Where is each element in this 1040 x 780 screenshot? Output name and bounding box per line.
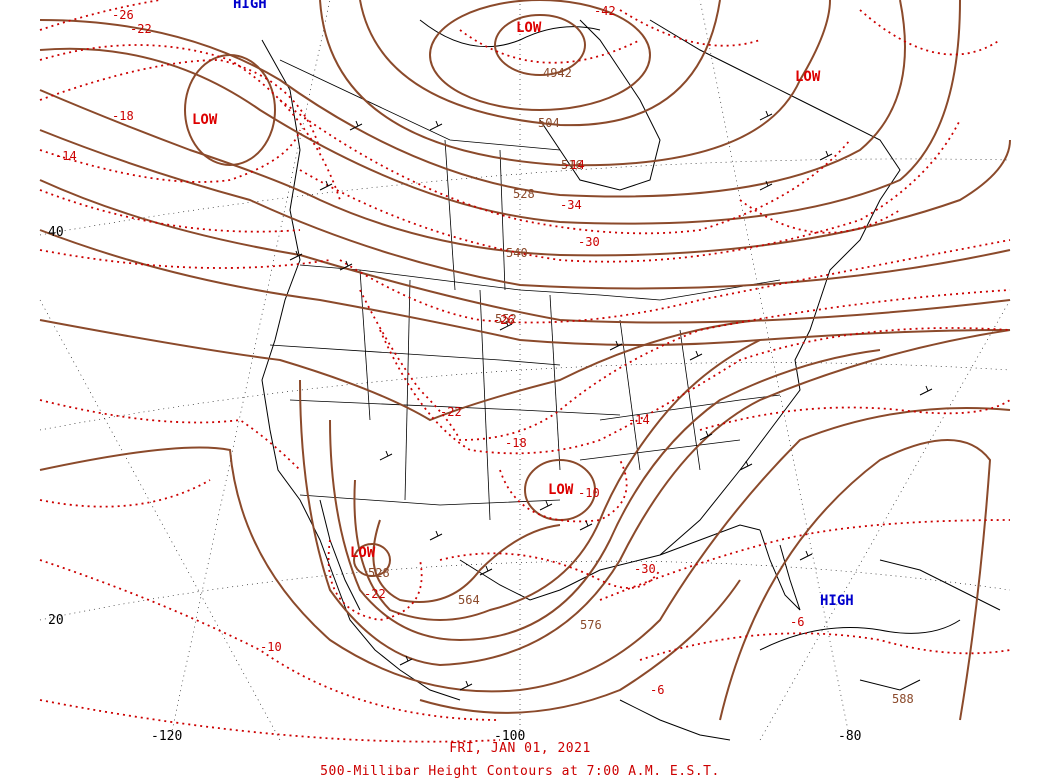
coastlines <box>261 19 1001 741</box>
temperature-label: -18 <box>505 436 527 450</box>
temperature-label: -6 <box>650 683 664 697</box>
temperature-label: -22 <box>130 22 152 36</box>
temperature-label: -18 <box>112 109 134 123</box>
temperature-label: -26 <box>112 8 134 22</box>
low-label: LOW <box>516 20 542 36</box>
temperature-label: -10 <box>578 486 600 500</box>
height-contours <box>39 0 1011 721</box>
temperature-label: -10 <box>260 640 282 654</box>
low-label: LOW <box>548 482 574 498</box>
height-label: 540 <box>506 246 528 260</box>
height-label: 576 <box>580 618 602 632</box>
map-date: FRI, JAN 01, 2021 <box>449 741 591 756</box>
longitude-label: -100 <box>494 729 525 744</box>
low-label: LOW <box>192 112 218 128</box>
temperature-label: -14 <box>55 149 77 163</box>
temperature-label: -22 <box>440 405 462 419</box>
wind-barbs <box>289 110 933 691</box>
height-label: 516 <box>561 158 583 172</box>
height-label: 552 <box>495 312 517 326</box>
temperature-label: -14 <box>628 413 650 427</box>
latitude-label: 20 <box>48 613 64 628</box>
longitude-label: -120 <box>151 729 182 744</box>
height-label: 4942 <box>543 66 572 80</box>
longitude-label: -80 <box>838 729 861 744</box>
height-label: 564 <box>458 593 480 607</box>
lat-lon-grid <box>39 0 1011 741</box>
map-title: 500-Millibar Height Contours at 7:00 A.M… <box>320 764 720 779</box>
temperature-label: -30 <box>578 235 600 249</box>
temperature-label: -30 <box>634 562 656 576</box>
low-label: LOW <box>350 545 376 561</box>
latitude-label: 40 <box>48 225 64 240</box>
temperature-label: -22 <box>364 587 386 601</box>
temperature-label: -34 <box>560 198 582 212</box>
high-label: HIGH <box>820 593 854 609</box>
temperature-label: -14 <box>563 158 585 172</box>
temperature-label: -42 <box>594 4 616 18</box>
height-label: 588 <box>892 692 914 706</box>
height-label: 528 <box>368 566 390 580</box>
height-label: 528 <box>513 187 535 201</box>
political-borders <box>269 59 781 521</box>
high-label: HIGH <box>233 0 267 12</box>
temperature-label: -6 <box>790 615 804 629</box>
height-label: 504 <box>538 116 560 130</box>
temperature-label: -26 <box>493 313 515 327</box>
temperature-isotherms <box>39 0 1011 743</box>
low-label: LOW <box>795 69 821 85</box>
